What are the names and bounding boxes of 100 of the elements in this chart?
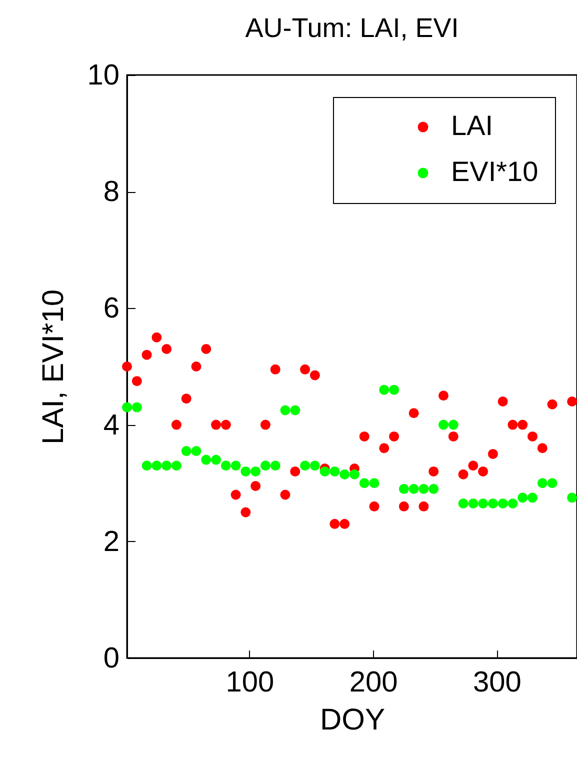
point	[171, 460, 182, 471]
point	[547, 399, 558, 410]
point	[389, 431, 400, 442]
point	[448, 431, 458, 442]
point	[478, 498, 488, 508]
point	[132, 402, 142, 412]
point	[240, 466, 251, 476]
point	[260, 460, 270, 471]
point	[330, 518, 340, 529]
legend-label: LAI	[451, 110, 494, 141]
point	[418, 484, 429, 494]
point	[162, 344, 172, 354]
point	[547, 478, 558, 488]
point	[132, 376, 142, 386]
y-axis-title: LAI, EVI*10	[37, 289, 70, 445]
point	[408, 484, 419, 494]
point	[142, 350, 152, 360]
point	[488, 498, 498, 508]
point	[379, 384, 390, 395]
point	[310, 370, 320, 380]
point	[310, 460, 320, 471]
point	[220, 460, 231, 471]
point	[438, 390, 448, 401]
point	[201, 344, 212, 354]
point	[181, 446, 192, 456]
y-tick-label: 0	[103, 642, 120, 674]
point	[537, 478, 548, 488]
point	[260, 420, 270, 430]
point	[438, 420, 448, 430]
point	[369, 478, 380, 488]
point	[201, 454, 212, 465]
point	[320, 466, 330, 476]
point	[478, 466, 488, 476]
point	[122, 402, 132, 412]
point	[211, 454, 222, 465]
y-tick-label: 6	[103, 292, 120, 325]
point	[340, 469, 350, 480]
point	[428, 466, 439, 476]
point	[230, 460, 241, 471]
point	[359, 431, 370, 442]
point	[250, 466, 261, 476]
point	[240, 507, 251, 518]
point	[220, 420, 231, 430]
point	[142, 460, 152, 471]
point	[191, 362, 202, 372]
y-tick-label: 2	[103, 526, 120, 558]
point	[162, 460, 172, 471]
point	[369, 501, 380, 512]
x-axis-title: DOY	[320, 704, 386, 736]
point	[171, 420, 182, 430]
point	[359, 478, 370, 488]
point	[300, 460, 310, 471]
point	[537, 443, 548, 454]
point	[508, 498, 518, 508]
point	[290, 466, 300, 476]
point	[389, 384, 400, 395]
point	[508, 420, 518, 430]
point	[349, 469, 360, 480]
point	[122, 362, 132, 372]
y-tick-label: 4	[103, 409, 120, 442]
point	[468, 498, 478, 508]
chart-title: AU-Tum: LAI, EVI	[245, 13, 459, 43]
point	[488, 448, 498, 459]
point	[527, 492, 538, 503]
point	[230, 490, 241, 500]
point	[270, 460, 280, 471]
point	[290, 405, 300, 416]
point	[498, 396, 508, 406]
point	[567, 396, 577, 406]
y-tick-label: 10	[87, 60, 120, 92]
point	[398, 484, 409, 494]
x-tick-label: 100	[226, 666, 274, 698]
point	[330, 466, 340, 476]
x-tick-label: 200	[349, 666, 398, 698]
point	[518, 420, 528, 430]
point	[152, 460, 162, 471]
point	[280, 490, 290, 500]
point	[398, 501, 409, 512]
point	[498, 498, 508, 508]
point	[270, 364, 280, 374]
point	[181, 394, 192, 404]
point	[152, 332, 162, 342]
point	[211, 420, 222, 430]
point	[300, 364, 310, 374]
point	[468, 460, 478, 471]
point	[250, 481, 261, 492]
point	[448, 420, 458, 430]
point	[191, 446, 202, 456]
point	[418, 501, 429, 512]
point	[340, 518, 350, 529]
point	[428, 484, 439, 494]
point	[518, 492, 528, 503]
point	[458, 498, 468, 508]
point	[567, 492, 577, 503]
legend-label: EVI*10	[451, 156, 538, 187]
point	[458, 469, 468, 480]
x-tick-label: 300	[472, 666, 522, 698]
point	[280, 405, 290, 416]
y-tick-label: 8	[103, 176, 120, 208]
point	[379, 443, 390, 454]
